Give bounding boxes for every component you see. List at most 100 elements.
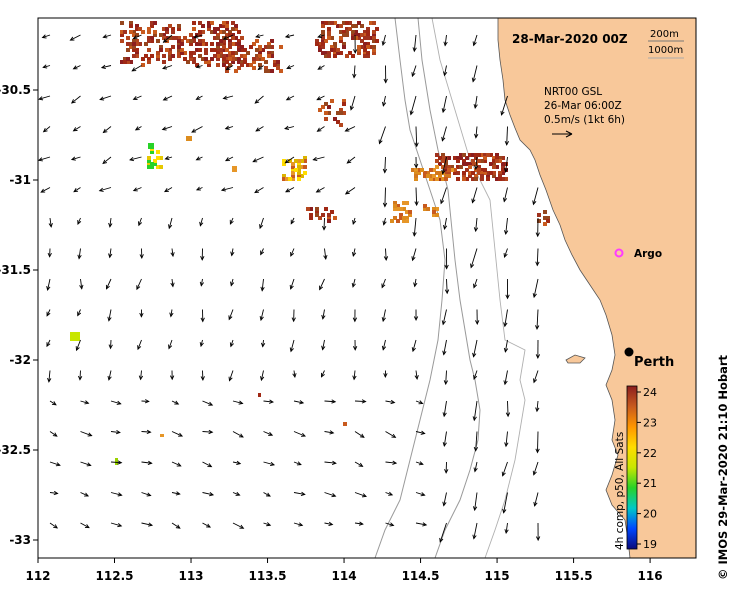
current-arrow: [232, 431, 244, 438]
current-arrow: [170, 248, 175, 258]
perth-marker[interactable]: Perth: [624, 347, 675, 371]
sst-pixel: [432, 210, 436, 214]
current-arrow: [312, 156, 325, 162]
sst-pixel: [483, 159, 487, 163]
sst-pixel: [213, 30, 217, 34]
sst-pixel: [414, 171, 418, 175]
sst-pixel: [222, 30, 226, 34]
current-arrow: [532, 187, 539, 206]
current-arrow: [472, 339, 478, 358]
sst-pixel: [150, 54, 154, 58]
sst-pixel: [456, 156, 460, 160]
sst-pixel: [480, 159, 484, 163]
sst-pixel: [444, 171, 448, 175]
sst-pixel: [471, 171, 475, 175]
sst-pixel: [333, 42, 337, 46]
current-arrow: [141, 399, 150, 404]
current-arrow: [323, 248, 328, 260]
sst-pixel: [147, 30, 151, 34]
current-arrow: [503, 370, 508, 386]
current-arrow: [200, 370, 205, 382]
argo-float-marker[interactable]: Argo: [614, 248, 663, 260]
current-arrow: [382, 156, 388, 174]
colorbar-tick-label: 19: [643, 538, 657, 551]
sst-pixel: [450, 168, 454, 172]
sst-pixel: [201, 57, 205, 61]
current-arrow: [232, 491, 241, 496]
current-arrow: [440, 187, 447, 205]
sst-pixel: [423, 174, 427, 178]
sst-pixel: [462, 171, 466, 175]
sst-pixel: [183, 51, 187, 55]
sst-pixel: [237, 48, 241, 52]
sst-pixel: [435, 171, 439, 175]
current-arrow: [352, 65, 357, 79]
sst-pixel: [423, 204, 427, 208]
current-arrow: [321, 339, 326, 351]
sst-pixel: [468, 153, 472, 157]
sst-pixel: [291, 165, 295, 169]
current-arrow: [533, 492, 539, 507]
current-arrow: [474, 156, 479, 171]
sst-pixel: [282, 162, 286, 166]
sst-pixel: [222, 54, 226, 58]
sst-pixel: [372, 51, 376, 55]
sst-pixel: [348, 51, 352, 55]
lat-tick-label: -31: [9, 173, 31, 187]
current-arrow: [141, 522, 154, 527]
sst-pixel: [204, 60, 208, 64]
sst-pixel: [177, 45, 181, 49]
sst-pixel: [498, 156, 502, 160]
sst-pixel: [324, 21, 328, 25]
sst-pixel: [336, 51, 340, 55]
current-arrow: [385, 522, 395, 527]
current-arrow: [202, 429, 214, 435]
sst-pixel: [231, 21, 235, 25]
current-arrow: [199, 217, 204, 227]
current-arrow: [169, 370, 175, 381]
sst-pixel: [339, 36, 343, 40]
current-arrow: [284, 125, 295, 130]
sst-pixel: [405, 201, 409, 205]
sst-pixel: [297, 174, 301, 178]
sst-pixel: [180, 42, 184, 46]
current-arrow: [73, 187, 81, 193]
sst-pixel: [357, 51, 361, 55]
current-arrow: [102, 126, 112, 134]
lon-tick-label: 116: [638, 569, 663, 583]
sst-pixel: [399, 213, 403, 217]
sst-pixel: [372, 45, 376, 49]
sst-pixel: [141, 30, 145, 34]
current-arrow: [472, 522, 478, 540]
current-arrow: [134, 126, 142, 131]
sst-pixel: [159, 45, 163, 49]
current-arrow: [37, 156, 51, 162]
sst-pixel: [321, 39, 325, 43]
sst-pixel: [363, 30, 367, 34]
current-arrow: [38, 95, 51, 101]
current-arrow: [344, 187, 356, 195]
sst-pixel: [162, 36, 166, 40]
current-arrow: [414, 126, 419, 148]
sst-pixel: [444, 177, 448, 181]
current-arrow: [344, 126, 356, 132]
sst-pixel: [417, 171, 421, 175]
sst-pixel: [177, 36, 181, 40]
sst-pixel: [150, 150, 154, 154]
current-arrow: [324, 492, 337, 498]
current-arrow: [132, 187, 142, 192]
argo-label: Argo: [634, 248, 662, 260]
current-arrow: [533, 370, 539, 384]
lon-tick-label: 113: [178, 569, 203, 583]
current-arrow: [102, 156, 112, 165]
sst-pixel: [228, 45, 232, 49]
current-arrow: [137, 217, 143, 227]
sst-pixel: [147, 57, 151, 61]
current-arrow: [225, 65, 234, 71]
sst-pixel: [258, 48, 262, 52]
sst-pixel: [501, 156, 505, 160]
sst-pixel: [216, 45, 220, 49]
current-arrow: [252, 156, 264, 163]
sst-pixel: [351, 33, 355, 37]
